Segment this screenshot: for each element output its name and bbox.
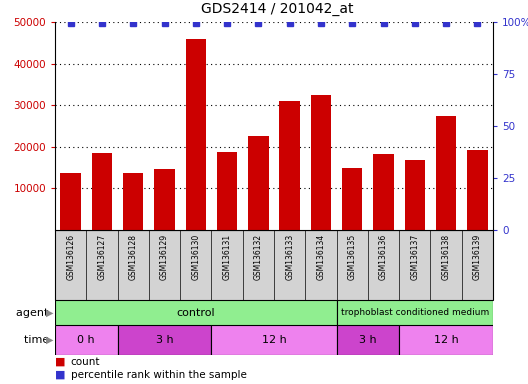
Text: GSM136138: GSM136138 (441, 233, 450, 280)
Text: GSM136127: GSM136127 (98, 233, 107, 280)
Bar (399, 325, 493, 355)
Text: 0 h: 0 h (78, 335, 95, 345)
Bar (186, 40, 206, 230)
Bar (336, 300, 493, 325)
Text: 3 h: 3 h (359, 335, 376, 345)
Text: 3 h: 3 h (156, 335, 173, 345)
Bar (467, 150, 487, 230)
Text: GDS2414 / 201042_at: GDS2414 / 201042_at (201, 2, 353, 16)
Text: control: control (176, 308, 215, 318)
Text: ▶: ▶ (46, 308, 53, 318)
Text: percentile rank within the sample: percentile rank within the sample (71, 370, 247, 380)
Text: GSM136129: GSM136129 (160, 233, 169, 280)
Text: GSM136126: GSM136126 (66, 233, 75, 280)
Text: count: count (71, 357, 100, 367)
Text: GSM136130: GSM136130 (191, 233, 200, 280)
Text: GSM136133: GSM136133 (285, 233, 294, 280)
Text: ▶: ▶ (46, 335, 53, 345)
Bar (217, 152, 237, 230)
Text: ■: ■ (55, 357, 65, 367)
Text: GSM136135: GSM136135 (348, 233, 357, 280)
Text: 12 h: 12 h (262, 335, 286, 345)
Bar (336, 325, 399, 355)
Bar (123, 172, 144, 230)
Bar (342, 167, 362, 230)
Bar (154, 169, 175, 230)
Text: ■: ■ (55, 370, 65, 380)
Bar (373, 154, 394, 230)
Text: agent: agent (16, 308, 52, 318)
Text: GSM136137: GSM136137 (410, 233, 419, 280)
Bar (211, 325, 336, 355)
Text: GSM136136: GSM136136 (379, 233, 388, 280)
Text: GSM136134: GSM136134 (316, 233, 325, 280)
Text: GSM136132: GSM136132 (254, 233, 263, 280)
Bar (61, 172, 81, 230)
Text: trophoblast conditioned medium: trophoblast conditioned medium (341, 308, 489, 317)
Bar (404, 160, 425, 230)
Bar (118, 325, 211, 355)
Text: time: time (24, 335, 52, 345)
Bar (311, 95, 331, 230)
Text: GSM136128: GSM136128 (129, 233, 138, 280)
Text: GSM136139: GSM136139 (473, 233, 482, 280)
Bar (436, 116, 456, 230)
Bar (92, 153, 112, 230)
Bar (248, 136, 269, 230)
Text: 12 h: 12 h (433, 335, 458, 345)
Bar (55, 300, 336, 325)
Bar (55, 325, 118, 355)
Bar (279, 101, 300, 230)
Text: GSM136131: GSM136131 (223, 233, 232, 280)
